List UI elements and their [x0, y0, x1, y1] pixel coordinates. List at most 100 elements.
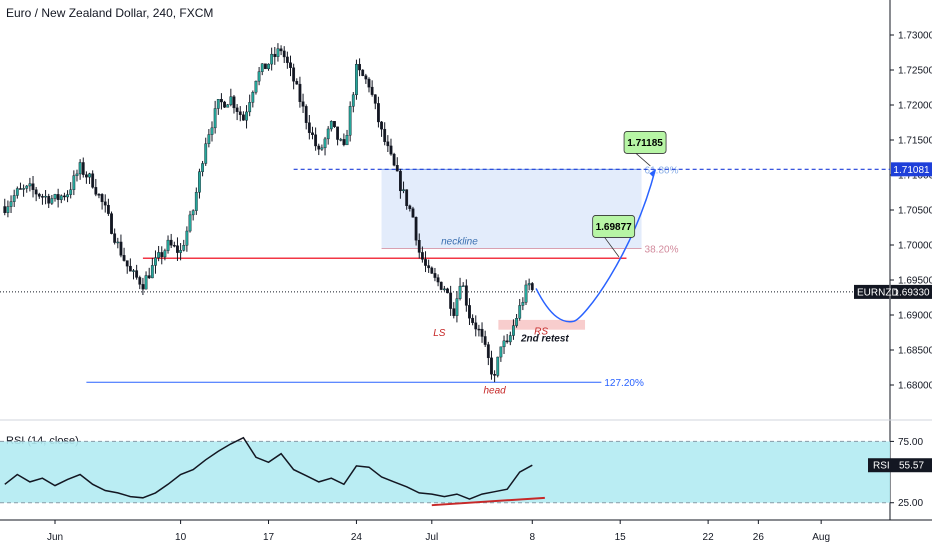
candle-body	[194, 192, 198, 211]
y-tick-label: 1.69500	[898, 276, 932, 287]
y-tick-label: 1.69000	[898, 311, 932, 322]
y-tick-label: 1.72500	[898, 66, 932, 77]
candle-body	[3, 206, 7, 213]
candle-body	[370, 86, 374, 95]
candle-body	[273, 53, 277, 57]
candle-body	[480, 328, 484, 337]
candle-body	[411, 208, 415, 218]
candle-body	[172, 245, 176, 247]
candle-body	[257, 71, 261, 82]
candle-body	[298, 83, 302, 102]
candle-body	[188, 214, 192, 232]
candle-body	[424, 259, 427, 266]
candle-body	[81, 162, 85, 175]
callout-pointer	[635, 153, 651, 167]
candle-body	[191, 210, 195, 216]
candle-body	[28, 183, 32, 187]
candle-body	[128, 265, 132, 272]
candle-body	[380, 121, 383, 130]
candle-body	[226, 104, 230, 108]
candle-body	[493, 373, 496, 376]
candle-body	[458, 285, 462, 299]
candle-body	[9, 201, 13, 207]
path-arrowhead	[649, 169, 656, 178]
candle-body	[395, 165, 399, 172]
retest-label: 2nd retest	[520, 334, 569, 345]
candle-body	[326, 128, 330, 140]
candle-body	[292, 67, 296, 82]
candle-body	[251, 92, 255, 103]
candle-body	[515, 318, 518, 326]
candle-body	[119, 241, 123, 256]
rs-label: RS	[534, 327, 548, 338]
candle-body	[427, 265, 431, 269]
candle-body	[34, 189, 38, 195]
candle-body	[245, 111, 248, 121]
candle-body	[106, 204, 110, 214]
candle-body	[471, 317, 475, 323]
candle-body	[304, 106, 308, 123]
fib-1272-label: 127.20%	[604, 378, 644, 389]
target-price-badge	[891, 162, 932, 177]
x-tick-label: Jun	[47, 532, 63, 543]
candle-body	[477, 328, 481, 331]
candle-body	[97, 194, 101, 196]
rsi-line	[4, 436, 533, 500]
candle-body	[282, 50, 286, 58]
neckline-label: neckline	[441, 236, 478, 247]
candle-body	[389, 145, 393, 155]
candle-body	[307, 122, 311, 133]
candle-body	[329, 121, 333, 130]
projected-path	[535, 169, 657, 323]
candle-body	[333, 121, 336, 128]
candle-body	[402, 189, 405, 192]
candle-body	[512, 325, 515, 336]
candle-body	[84, 174, 88, 178]
x-tick-label: 10	[175, 532, 187, 543]
candle-body	[383, 128, 387, 142]
candle-body	[496, 356, 500, 376]
candle-body	[91, 173, 95, 188]
x-tick-label: Aug	[812, 532, 830, 543]
candle-body	[386, 141, 390, 147]
candle-body	[88, 173, 91, 178]
candle-body	[63, 195, 66, 198]
candle-body	[289, 62, 292, 68]
candle-body	[345, 135, 349, 146]
candle-body	[238, 111, 242, 115]
rsi-badge-value: 55.57	[899, 461, 924, 472]
candle-body	[351, 94, 355, 107]
current-price-value: 1.69330	[893, 287, 930, 298]
candle-body	[110, 213, 113, 234]
y-tick-label: 1.70500	[898, 206, 932, 217]
candle-body	[241, 114, 245, 121]
candle-body	[505, 340, 509, 343]
candle-body	[320, 147, 324, 150]
rsi-badge-label: RSI	[873, 461, 890, 472]
candle-body	[254, 80, 258, 93]
candle-body	[461, 285, 465, 287]
candle-body	[69, 189, 73, 195]
candle-body	[263, 63, 267, 70]
candle-body	[176, 245, 179, 253]
candle-body	[442, 288, 446, 291]
candle-body	[279, 48, 283, 52]
ls-label: LS	[433, 328, 446, 339]
head-label: head	[483, 385, 506, 396]
candle-body	[405, 189, 409, 207]
candle-body	[179, 250, 182, 253]
target-price-value: 1.71081	[893, 165, 930, 176]
rsi-tick-label: 25.00	[898, 498, 923, 509]
candle-body	[182, 245, 186, 251]
candle-body	[223, 101, 226, 108]
candle-body	[474, 322, 478, 330]
price-callout	[623, 131, 667, 154]
candle-body	[430, 267, 434, 274]
candle-body	[100, 194, 104, 203]
candle-body	[373, 94, 377, 104]
candle-body	[530, 283, 534, 290]
candle-body	[446, 288, 449, 294]
candle-body	[490, 357, 493, 375]
y-tick-label: 1.68000	[898, 381, 932, 392]
